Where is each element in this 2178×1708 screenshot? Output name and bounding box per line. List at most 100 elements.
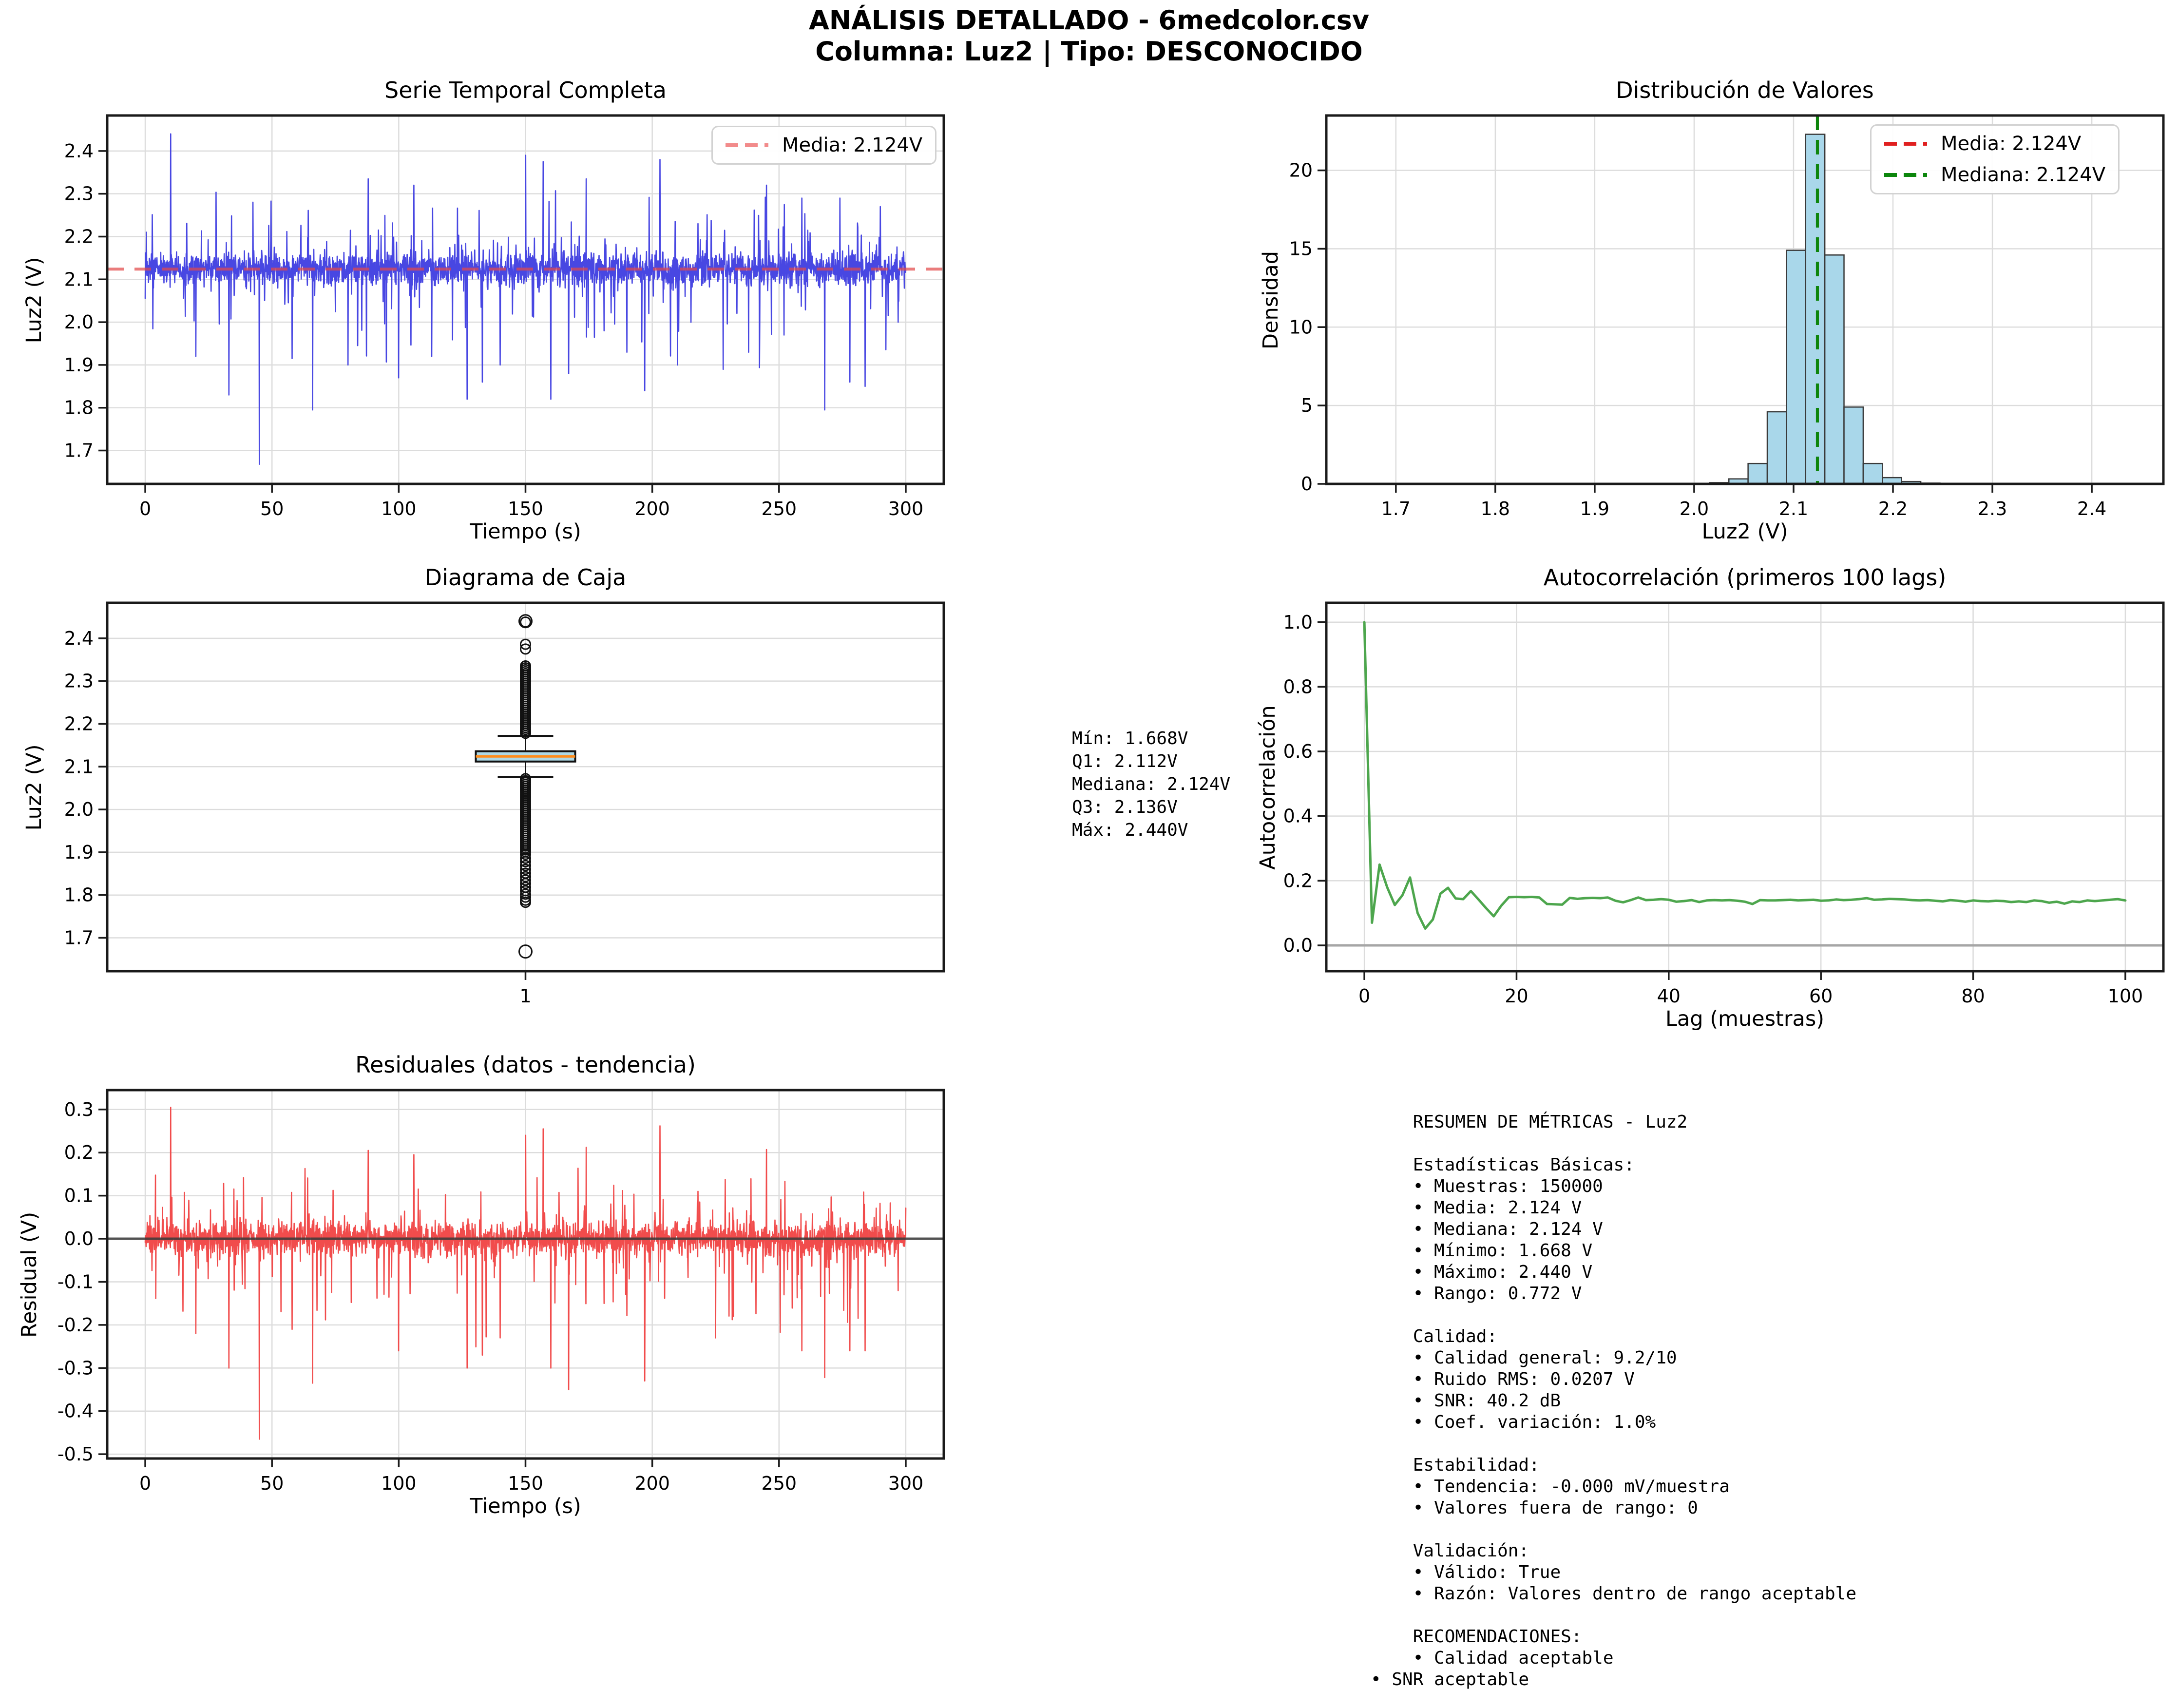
legend-row-media: Media: 2.124V [726, 134, 922, 156]
autocorr-xlabel: Lag (muestras) [1665, 1007, 1825, 1031]
y-tick-label: 2.0 [64, 799, 94, 820]
boxplot-plot: 1 1.7 1.8 1.9 2.0 2.1 2.2 2.3 2.4 [64, 601, 945, 1007]
y-tick-label: 0.0 [1283, 935, 1313, 956]
outlier-point [518, 944, 533, 959]
x-tick-label: 150 [508, 498, 543, 519]
y-tick-label: 1.7 [64, 440, 94, 461]
suptitle-line2: Columna: Luz2 | Tipo: DESCONOCIDO [815, 36, 1363, 67]
legend-row-mediana: Mediana: 2.124V [1884, 164, 2105, 186]
y-tick-label: 1.8 [64, 397, 94, 419]
outlier-point [520, 856, 531, 867]
outlier-point [520, 860, 531, 871]
y-tick-label: 5 [1301, 395, 1313, 416]
x-tick-label: 250 [762, 1473, 797, 1494]
x-tick-label: 80 [1961, 985, 1985, 1007]
suptitle-line1: ANÁLISIS DETALLADO - 6medcolor.csv [808, 5, 1370, 36]
boxplot-stats-text: Mín: 1.668V Q1: 2.112V Mediana: 2.124V Q… [1072, 729, 1231, 840]
legend-label: Media: 2.124V [1941, 133, 2082, 155]
y-tick-label: 2.1 [64, 756, 94, 777]
y-tick-label: -0.5 [57, 1443, 94, 1465]
y-tick-label: -0.1 [57, 1271, 94, 1292]
y-tick-label: 2.2 [64, 713, 94, 734]
autocorr-ylabel: Autocorrelación [1256, 705, 1280, 870]
x-tick-label: 40 [1657, 985, 1681, 1007]
outlier-point [520, 878, 531, 889]
outlier-point [518, 614, 533, 629]
timeseries-plot: 0 50 100 150 200 250 300 1.7 1.8 1.9 2.0 2.1 2.2 2.3 2… [64, 114, 945, 519]
outlier-point [520, 852, 531, 864]
x-tick-label: 0 [139, 1473, 151, 1494]
x-tick-label: 200 [634, 498, 670, 519]
x-tick-label: 200 [634, 1473, 670, 1494]
figure-suptitle: ANÁLISIS DETALLADO - 6medcolor.csv Colum… [0, 5, 2178, 67]
timeseries-legend: Media: 2.124V [711, 126, 937, 165]
histogram-xlabel: Luz2 (V) [1701, 519, 1788, 544]
outlier-point [520, 660, 531, 672]
x-tick-label: 0 [1358, 985, 1370, 1007]
histogram-bar [1862, 462, 1883, 485]
histogram-bar [1805, 134, 1826, 485]
y-tick-label: 2.3 [64, 671, 94, 692]
x-tick-label: 2.3 [1978, 498, 2007, 519]
y-tick-label: 0.2 [1283, 870, 1313, 891]
x-tick-label: 1.8 [1481, 498, 1510, 519]
y-tick-label: 0.1 [64, 1185, 94, 1207]
outlier-point [520, 848, 531, 860]
x-tick-label: 50 [260, 1473, 284, 1494]
x-tick-label: 1.9 [1580, 498, 1609, 519]
residuals-xlabel: Tiempo (s) [470, 1494, 581, 1518]
outlier-point [520, 897, 531, 908]
y-tick-label: 0.2 [64, 1142, 94, 1163]
y-tick-label: 1.8 [64, 884, 94, 906]
histogram-bar [1843, 406, 1864, 485]
y-tick-label: 20 [1289, 160, 1313, 181]
x-tick-label: 20 [1505, 985, 1528, 1007]
x-tick-label: 1 [519, 985, 531, 1007]
x-tick-label: 2.1 [1779, 498, 1808, 519]
x-tick-label: 2.4 [2077, 498, 2106, 519]
legend-label: Mediana: 2.124V [1941, 164, 2106, 186]
y-tick-label: -0.2 [57, 1314, 94, 1336]
histogram-bar [1786, 249, 1807, 485]
outlier-point [520, 874, 531, 886]
y-tick-label: 0 [1301, 473, 1313, 495]
histogram-bar [1747, 462, 1768, 485]
x-tick-label: 100 [2108, 985, 2143, 1007]
y-tick-label: -0.3 [57, 1357, 94, 1379]
histogram-bar [1766, 411, 1787, 485]
x-tick-label: 1.7 [1381, 498, 1411, 519]
residuals-plot: 0 50 100 150 200 250 300 -0.5 -0.4 -0.3 -0.2 -0.1 0.… [57, 1089, 945, 1494]
x-tick-label: 50 [260, 498, 284, 519]
y-tick-label: 1.0 [1283, 612, 1313, 633]
boxplot-ylabel: Luz2 (V) [22, 744, 46, 831]
histogram-title: Distribución de Valores [1616, 77, 1874, 103]
y-tick-label: -0.4 [57, 1401, 94, 1422]
y-tick-label: 15 [1289, 238, 1313, 259]
y-tick-label: 1.7 [64, 927, 94, 949]
histogram-plot: 1.7 1.8 1.9 2.0 2.1 2.2 2.3 2.4 0 5 10 15 20 [1289, 114, 2165, 519]
histogram-bar [1824, 254, 1845, 485]
boxplot-title: Diagrama de Caja [424, 564, 627, 591]
dashed-line-sample-green [1884, 173, 1927, 177]
y-tick-label: 1.9 [64, 354, 94, 376]
metrics-summary-text: RESUMEN DE MÉTRICAS - Luz2 Estadísticas … [1371, 1112, 1856, 1689]
x-tick-label: 0 [139, 498, 151, 519]
timeseries-xlabel: Tiempo (s) [470, 519, 581, 544]
histogram-legend: Media: 2.124V Mediana: 2.124V [1870, 124, 2120, 194]
outlier-point [520, 864, 531, 875]
y-tick-label: 10 [1289, 316, 1313, 338]
y-tick-label: 2.3 [64, 183, 94, 205]
outlier-point [520, 888, 531, 900]
histogram-ylabel: Densidad [1259, 250, 1283, 350]
y-tick-label: 2.2 [64, 226, 94, 247]
y-tick-label: 2.4 [64, 628, 94, 649]
dashed-line-sample-salmon [726, 143, 768, 147]
y-tick-label: 0.6 [1283, 741, 1313, 762]
timeseries-title: Serie Temporal Completa [384, 77, 667, 103]
outlier-point [520, 891, 531, 903]
y-tick-label: 0.0 [64, 1228, 94, 1249]
x-tick-label: 250 [762, 498, 797, 519]
y-tick-label: 2.0 [64, 311, 94, 333]
